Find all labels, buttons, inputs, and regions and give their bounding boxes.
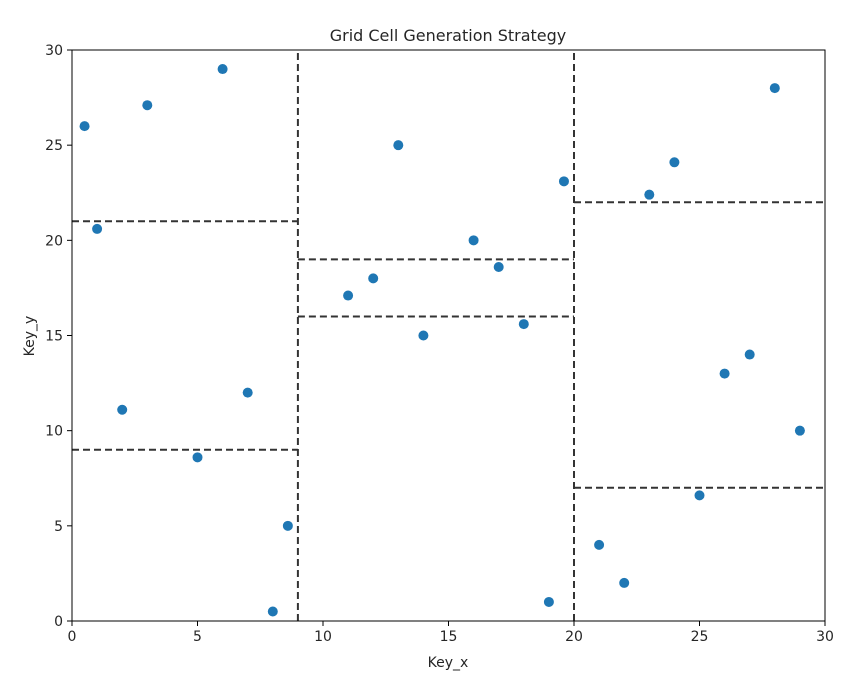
y-tick-label: 15 xyxy=(45,329,63,345)
y-tick-label: 20 xyxy=(45,233,63,249)
data-points xyxy=(79,64,805,617)
y-axis-label: Key_y xyxy=(22,316,38,357)
x-tick-label: 15 xyxy=(440,629,458,645)
data-point xyxy=(79,121,90,132)
data-point xyxy=(418,330,429,341)
partition-lines xyxy=(72,50,825,621)
plot-frame xyxy=(71,49,826,622)
data-point xyxy=(343,290,354,301)
data-point xyxy=(543,596,554,607)
x-tick-label: 0 xyxy=(68,629,77,645)
data-point xyxy=(558,176,569,187)
y-tick-label: 5 xyxy=(54,519,63,535)
data-point xyxy=(217,64,228,75)
y-tick-label: 10 xyxy=(45,424,63,440)
chart-title: Grid Cell Generation Strategy xyxy=(330,26,567,45)
x-tick-label: 30 xyxy=(816,629,834,645)
data-point xyxy=(493,261,504,272)
data-point xyxy=(719,368,730,379)
data-point xyxy=(518,319,529,330)
x-tick-label: 5 xyxy=(193,629,202,645)
x-axis-ticks: 0 5 10 15 20 25 30 xyxy=(68,621,834,645)
data-point xyxy=(242,387,253,398)
x-tick-label: 20 xyxy=(565,629,583,645)
data-point xyxy=(282,520,293,531)
y-axis-ticks: 0 5 10 15 20 25 30 xyxy=(45,43,72,630)
data-point xyxy=(393,140,404,151)
x-tick-label: 25 xyxy=(691,629,709,645)
data-point xyxy=(92,223,103,234)
y-tick-label: 0 xyxy=(54,614,63,630)
data-point xyxy=(192,452,203,463)
data-point xyxy=(594,539,605,550)
data-point xyxy=(619,577,630,588)
y-tick-label: 30 xyxy=(45,43,63,59)
data-point xyxy=(142,100,153,111)
data-point xyxy=(468,235,479,246)
data-point xyxy=(694,490,705,501)
data-point xyxy=(267,606,278,617)
data-point xyxy=(669,157,680,168)
data-point xyxy=(117,404,128,415)
data-point xyxy=(769,83,780,94)
data-point xyxy=(794,425,805,436)
x-axis-label: Key_x xyxy=(428,655,469,671)
y-tick-label: 25 xyxy=(45,138,63,154)
x-tick-label: 10 xyxy=(314,629,332,645)
data-point xyxy=(368,273,379,284)
data-point xyxy=(644,189,655,200)
data-point xyxy=(744,349,755,360)
